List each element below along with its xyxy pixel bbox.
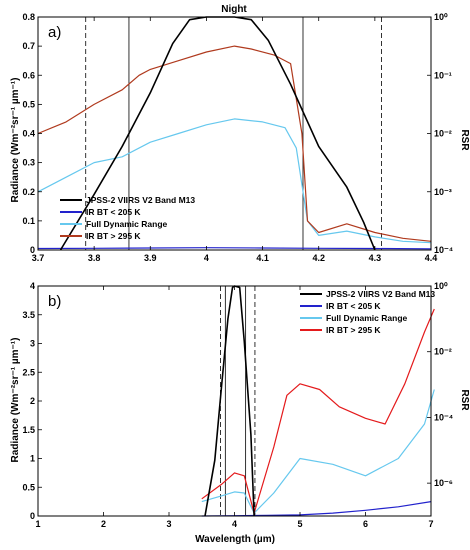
panel-b-series-0 xyxy=(204,285,255,517)
panel-a-x-tick-label: 4.1 xyxy=(256,253,269,263)
panel-b-y-tick-label: 3.5 xyxy=(22,310,35,320)
panel-b-y-tick-label: 2.5 xyxy=(22,367,35,377)
panel-b-y-tick-label: 1.5 xyxy=(22,425,35,435)
panel-a-legend-label-2: Full Dynamic Range xyxy=(86,219,168,229)
panel-b-y2-tick-label: 10⁰ xyxy=(434,281,448,291)
panel-b-legend-label-2: Full Dynamic Range xyxy=(326,313,408,323)
panel-b-y-tick-label: 3 xyxy=(30,339,35,349)
panel-a-series-1 xyxy=(37,247,432,250)
panel-b-series-3 xyxy=(201,308,435,514)
panel-a-y-tick-label: 0.1 xyxy=(22,216,35,226)
panel-a-x-tick-label: 3.7 xyxy=(32,253,45,263)
panel-a-legend-label-3: IR BT > 295 K xyxy=(86,231,141,241)
panel-a-y2-tick-label: 10⁻⁴ xyxy=(434,245,453,255)
panel-b-y-tick-label: 2 xyxy=(30,396,35,406)
panel-a-y-tick-label: 0.4 xyxy=(22,129,35,139)
panel-b-x-tick-label: 4 xyxy=(232,519,237,529)
panel-a-y-tick-label: 0.7 xyxy=(22,41,35,51)
panel-a-label: a) xyxy=(48,24,61,41)
panel-b-x-tick-label: 1 xyxy=(35,519,40,529)
panel-a-x-ticks: 3.7 3.8 3.9 4 4.1 4.2 4.3 4.4 xyxy=(32,17,438,263)
panel-a-y2-tick-label: 10⁻¹ xyxy=(434,70,452,80)
panel-a-series-3 xyxy=(37,45,432,242)
panel-a-x-tick-label: 4.2 xyxy=(312,253,325,263)
panel-b-y2-tick-label: 10⁻² xyxy=(434,347,452,357)
panel-a-legend-label-0: JPSS-2 VIIRS V2 Band M13 xyxy=(86,195,195,205)
panel-a-y-tick-label: 0.2 xyxy=(22,187,35,197)
panel-b-y2-ticks: 10⁻⁶ 10⁻⁴ 10⁻² 10⁰ xyxy=(427,281,453,488)
panel-b-xlabel: Wavelength (µm) xyxy=(195,534,275,545)
panel-a-y2-tick-label: 10⁻³ xyxy=(434,187,452,197)
panel-a-ylabel: Radiance (Wm⁻²sr⁻¹ µm⁻¹) xyxy=(10,78,21,203)
panel-b-series-1 xyxy=(201,501,432,517)
panel-b-y-tick-label: 1 xyxy=(30,454,35,464)
panel-b-x-tick-label: 2 xyxy=(101,519,106,529)
panel-a-y-ticks: 0 0.1 0.2 0.3 0.4 0.5 0.6 0.7 0.8 xyxy=(22,12,42,255)
panel-a-y-tick-label: 0.3 xyxy=(22,158,35,168)
panel-b-x-tick-label: 6 xyxy=(363,519,368,529)
panel-b-y-ticks: 0 0.5 1 1.5 2 2.5 3 3.5 4 xyxy=(22,281,42,521)
panel-a-legend: JPSS-2 VIIRS V2 Band M13 IR BT < 205 K Ful… xyxy=(60,195,195,241)
panel-b-series-2 xyxy=(201,389,435,514)
panel-a-y2-tick-label: 10⁰ xyxy=(434,12,448,22)
panel-b-y2label: RSR xyxy=(459,389,470,411)
panel-a-y-tick-label: 0.6 xyxy=(22,70,35,80)
panel-a-title: Night xyxy=(221,4,247,15)
panel-b-y-tick-label: 0 xyxy=(30,511,35,521)
panel-a: 3.7 3.8 3.9 4 4.1 4.2 4.3 4.4 00.10.20.30.40.50… xyxy=(10,4,470,263)
panel-b-legend-label-0: JPSS-2 VIIRS V2 Band M13 xyxy=(326,289,435,299)
panel-b-series xyxy=(201,285,435,517)
panel-a-x-tick-label: 3.8 xyxy=(88,253,101,263)
panel-a-y2-tick-label: 10⁻² xyxy=(434,129,452,139)
panel-a-x-tick-label: 3.9 xyxy=(144,253,157,263)
panel-a-y-tick-label: 0.5 xyxy=(22,99,35,109)
panel-b-x-tick-label: 3 xyxy=(166,519,171,529)
panel-a-legend-label-1: IR BT < 205 K xyxy=(86,207,141,217)
panel-a-y2label: RSR xyxy=(459,129,470,151)
panel-a-y-tick-label: 0.8 xyxy=(22,12,35,22)
panel-a-x-tick-label: 4.4 xyxy=(425,253,438,263)
panel-a-y-tick-label: 0 xyxy=(30,245,35,255)
panel-a-y2-ticks: 10⁻⁴ 10⁻³ 10⁻² 10⁻¹ 10⁰ xyxy=(427,12,453,255)
panel-b-x-ticks: 1 2 3 4 5 6 7 xyxy=(35,286,434,529)
panel-b-y2-tick-label: 10⁻⁴ xyxy=(434,412,453,422)
panel-b-x-tick-label: 7 xyxy=(428,519,433,529)
panel-b-y-tick-label: 0.5 xyxy=(22,482,35,492)
panel-a-x-tick-label: 4 xyxy=(204,253,209,263)
panel-a-series-2 xyxy=(37,118,432,244)
panel-b-legend-label-1: IR BT < 205 K xyxy=(326,301,381,311)
panel-b-y2-tick-label: 10⁻⁶ xyxy=(434,478,453,488)
panel-b-legend-label-3: IR BT > 295 K xyxy=(326,325,381,335)
panel-b-label: b) xyxy=(48,293,61,310)
panel-b-legend: JPSS-2 VIIRS V2 Band M13 IR BT < 205 K Ful… xyxy=(300,289,435,335)
panel-b-y-tick-label: 4 xyxy=(30,281,35,291)
panel-a-x-tick-label: 4.3 xyxy=(369,253,382,263)
panel-b-ylabel: Radiance (Wm⁻²sr⁻¹ µm⁻¹) xyxy=(10,338,21,463)
panel-b-x-tick-label: 5 xyxy=(297,519,302,529)
